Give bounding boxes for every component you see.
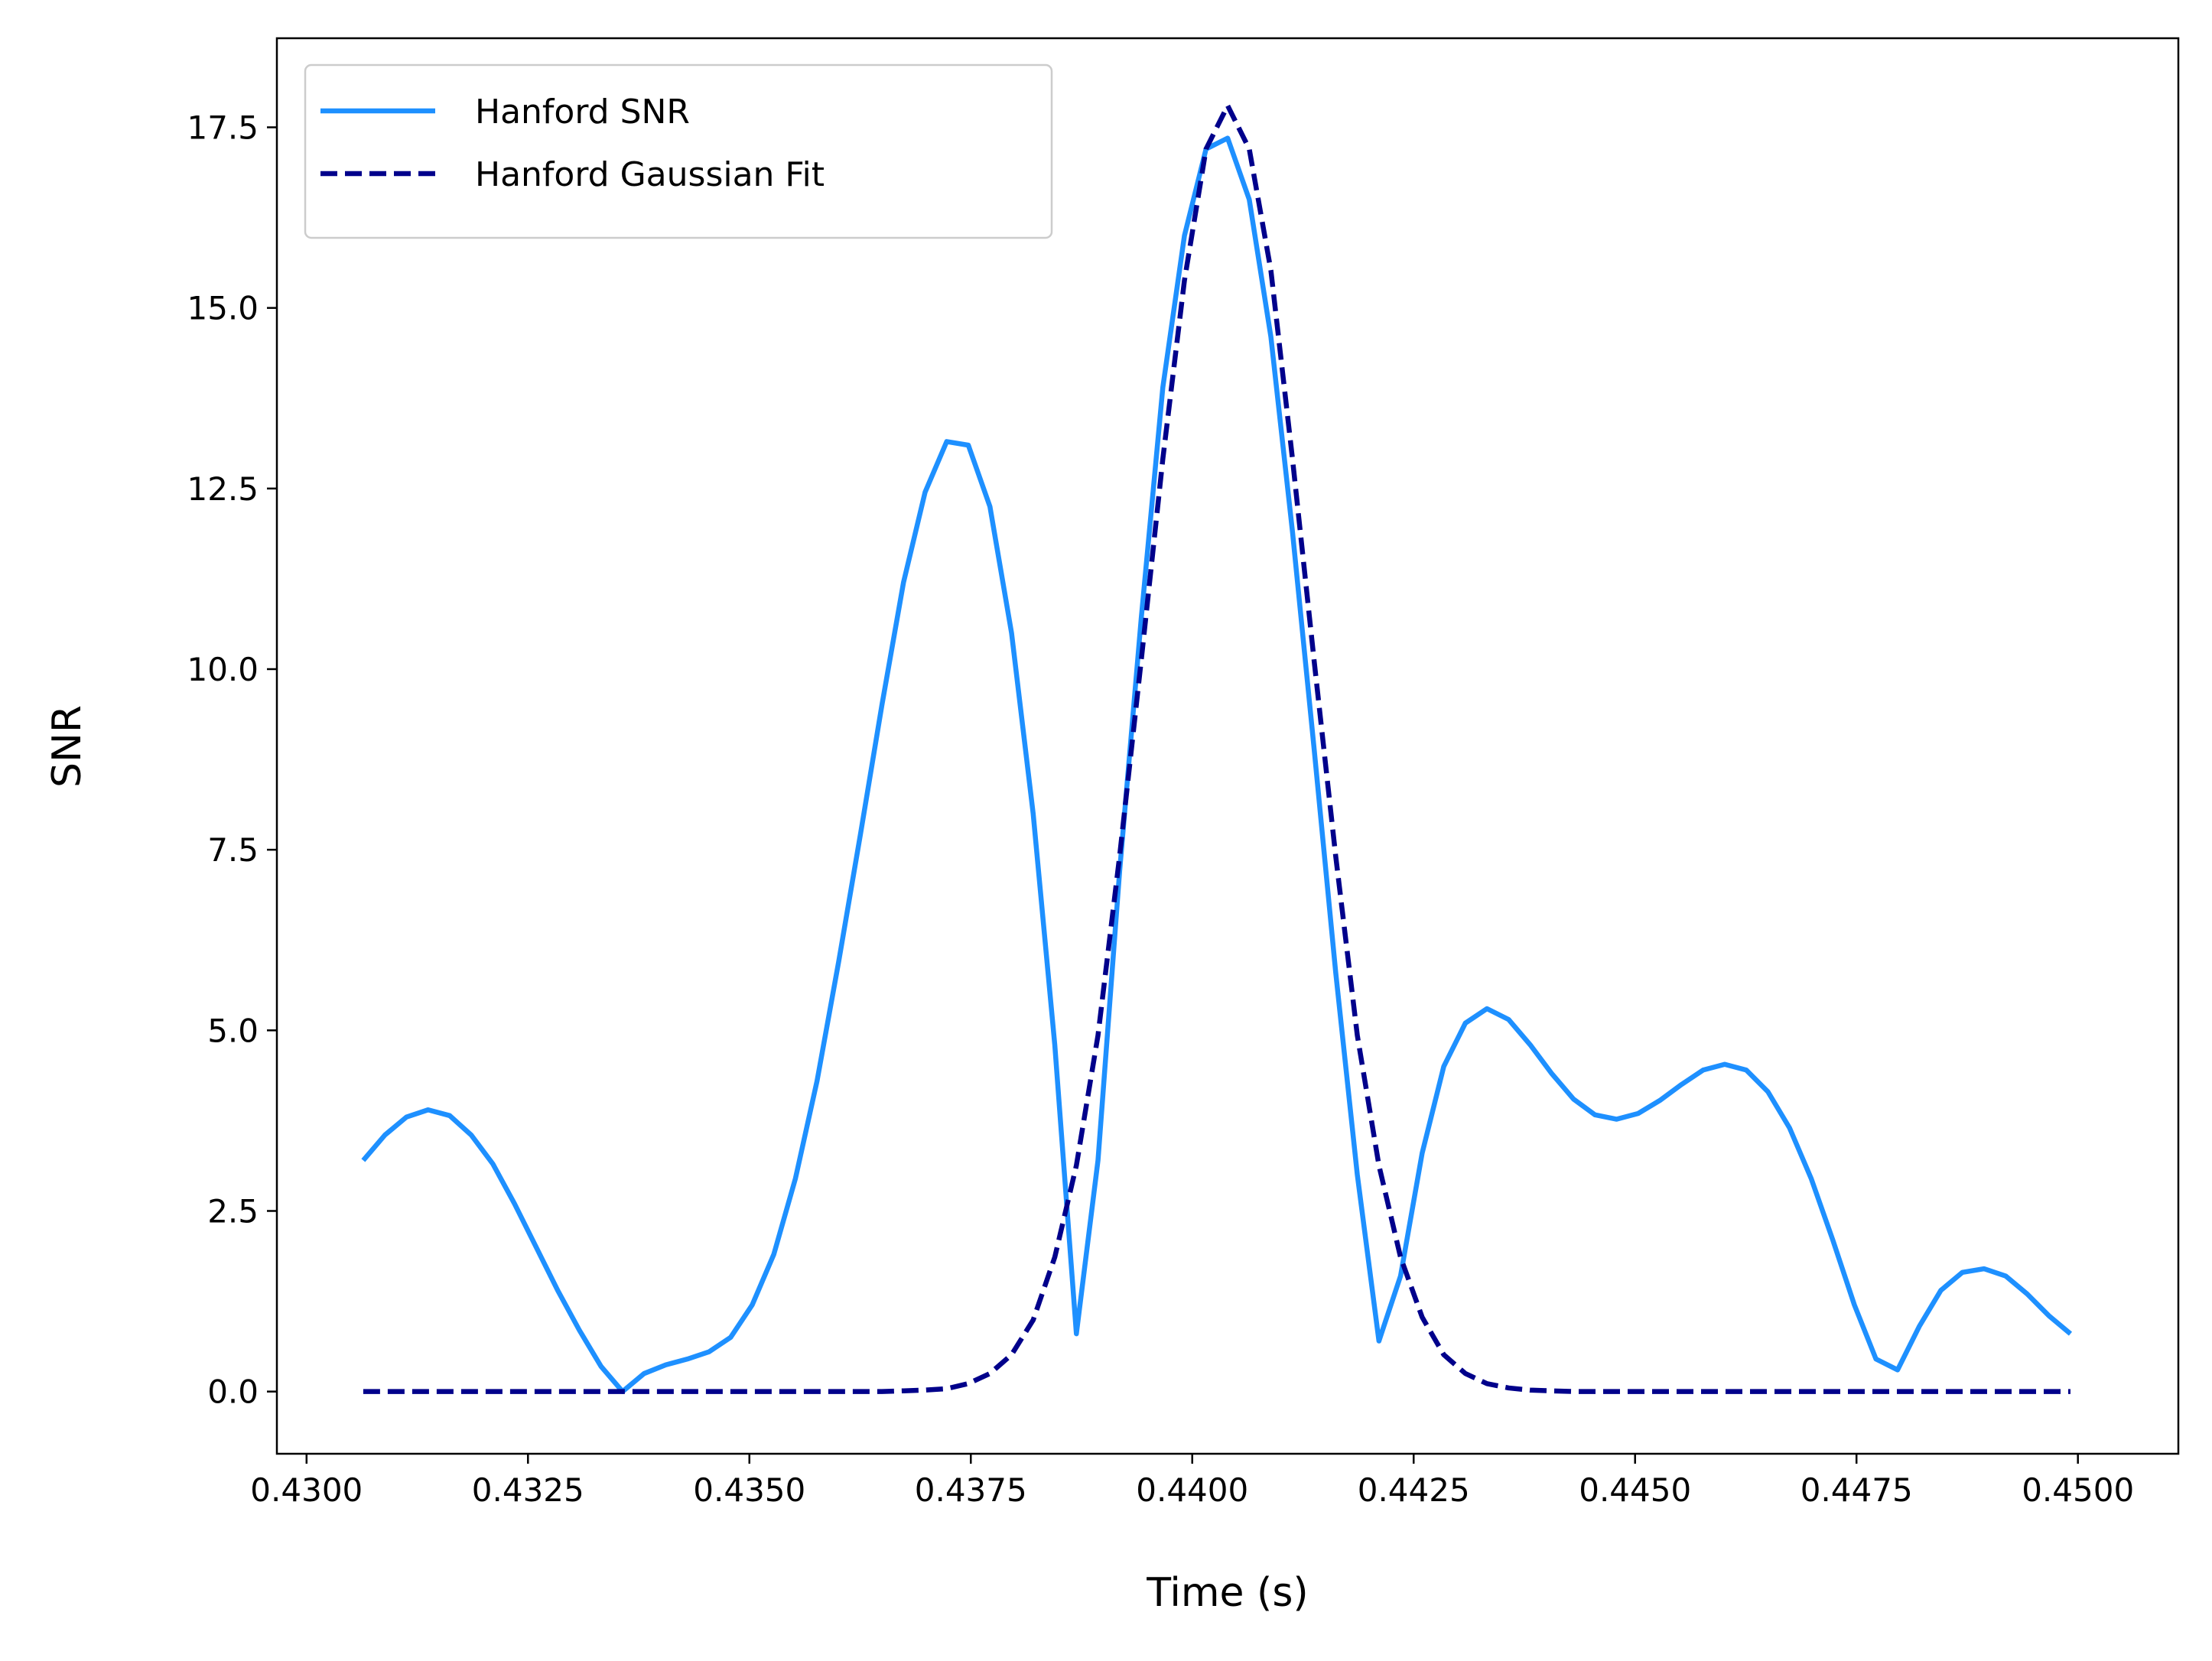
legend-label: Hanford Gaussian Fit (475, 155, 825, 194)
y-tick-label: 2.5 (207, 1192, 259, 1230)
x-tick-label: 0.4325 (472, 1471, 584, 1509)
series-line (363, 102, 2070, 1394)
y-tick-label: 5.0 (207, 1012, 259, 1049)
legend-label: Hanford SNR (475, 93, 690, 132)
x-tick-label: 0.4375 (915, 1471, 1027, 1509)
x-tick-label: 0.4475 (1801, 1471, 1913, 1509)
series-line (361, 135, 2073, 1394)
x-tick-label: 0.4425 (1358, 1471, 1470, 1509)
y-tick-label: 15.0 (187, 290, 259, 327)
y-tick-label: 12.5 (187, 470, 259, 508)
x-tick-label: 0.4500 (2022, 1471, 2134, 1509)
y-axis-label: SNR (44, 705, 90, 788)
x-tick-label: 0.4400 (1136, 1471, 1248, 1509)
y-tick-label: 17.5 (187, 109, 259, 146)
y-tick-label: 0.0 (207, 1373, 259, 1411)
x-tick-label: 0.4300 (250, 1471, 363, 1509)
y-tick-label: 7.5 (207, 831, 259, 869)
y-tick-label: 10.0 (187, 651, 259, 688)
x-tick-label: 0.4450 (1579, 1471, 1691, 1509)
legend-box (304, 63, 1053, 239)
x-axis-label: Time (s) (1146, 1570, 1308, 1616)
x-tick-label: 0.4350 (693, 1471, 805, 1509)
plot-frame (275, 37, 2180, 1455)
